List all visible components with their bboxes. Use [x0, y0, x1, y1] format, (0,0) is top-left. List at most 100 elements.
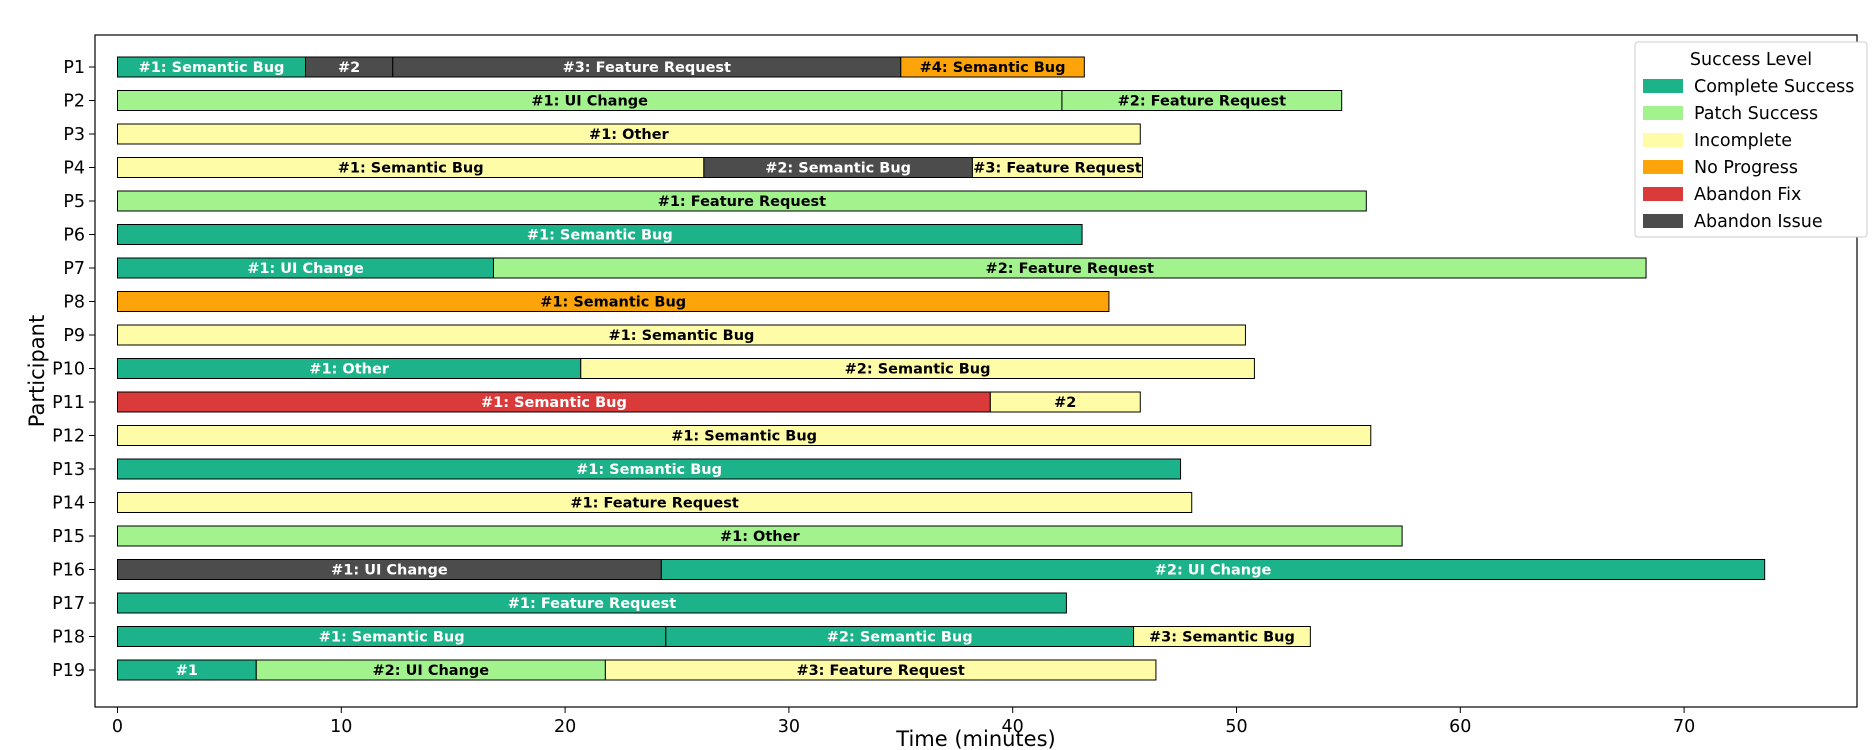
bar-label: #2: Semantic Bug [827, 630, 973, 646]
legend-box [1634, 41, 1868, 238]
bar-label: #1: Semantic Bug [527, 228, 673, 244]
bar-label: #1: Semantic Bug [671, 429, 817, 445]
bar-label: #2 [338, 60, 360, 76]
bar-segment [117, 123, 1141, 145]
bar-segment [117, 324, 1246, 346]
x-tick-label: 0 [112, 717, 123, 737]
bar-label: #2: UI Change [1155, 563, 1272, 579]
legend-entry-label: Abandon Issue [1694, 212, 1823, 232]
bar-segment [1061, 90, 1343, 111]
y-axis-title: Participant [25, 315, 49, 427]
legend-swatch [1643, 133, 1683, 147]
legend-entry-label: Abandon Fix [1694, 185, 1801, 205]
y-tick-label: P7 [63, 259, 85, 279]
bar-label: #1: Other [589, 127, 670, 143]
y-tick-label: P8 [63, 293, 85, 313]
legend: Success Level Complete Success Patch Succ… [1634, 41, 1868, 238]
y-tick-label: P13 [52, 460, 85, 480]
bar-segment [117, 425, 1372, 446]
bar-segment [1133, 626, 1311, 647]
y-tick-label: P19 [52, 661, 85, 681]
bar-segment [117, 525, 1403, 547]
bar-label: #3: Feature Request [796, 663, 964, 679]
bar-label: #3: Feature Request [563, 60, 731, 76]
bar-segment [117, 291, 1110, 312]
y-axis: P1 P2 P3 P4 P5 P6 P7 P8 P9 P10 P11 P12 P13 P14 P15 P16 P… [52, 58, 95, 681]
x-tick-label: 50 [1225, 717, 1247, 737]
bar-label: #4: Semantic Bug [920, 60, 1066, 76]
bar-segment [117, 492, 1193, 513]
x-tick-label: 20 [554, 717, 576, 737]
x-axis: 0 10 20 30 40 50 60 70 [112, 707, 1695, 737]
bar-label: #2 [1054, 395, 1076, 411]
y-tick-label: P16 [52, 561, 85, 581]
bar-label: #3: Feature Request [973, 161, 1141, 177]
x-tick-label: 30 [778, 717, 800, 737]
bar-label: #2: Feature Request [1118, 94, 1286, 110]
legend-entry-label: Incomplete [1694, 131, 1792, 151]
bar-label: #3: Semantic Bug [1149, 630, 1295, 646]
y-tick-label: P14 [52, 494, 85, 514]
bar-segment [604, 659, 1157, 681]
y-tick-label: P5 [63, 192, 85, 212]
bar-label: #1: Feature Request [658, 194, 826, 210]
bar-label: #1: Feature Request [508, 596, 676, 612]
bar-segment [660, 559, 1766, 580]
legend-entry-label: No Progress [1694, 158, 1798, 178]
bar-label: #1: UI Change [331, 563, 448, 579]
x-tick-label: 40 [1002, 717, 1024, 737]
bar-label: #2: UI Change [373, 663, 490, 679]
y-tick-label: P9 [63, 326, 85, 346]
bar-segment [989, 391, 1141, 413]
bar-segment [117, 458, 1182, 480]
y-tick-label: P6 [63, 226, 85, 246]
bar-label: #1 [176, 663, 198, 679]
bar-label: #1: Semantic Bug [139, 60, 285, 76]
y-tick-label: P4 [63, 159, 85, 179]
legend-swatch [1643, 160, 1683, 174]
bar-label: #1: Semantic Bug [540, 295, 686, 311]
legend-title: Success Level [1690, 50, 1812, 70]
y-tick-label: P10 [52, 360, 85, 380]
bar-label: #2: Semantic Bug [765, 161, 911, 177]
bar-segment [900, 56, 1085, 78]
x-tick-label: 10 [330, 717, 352, 737]
y-tick-label: P1 [63, 58, 85, 78]
bar-label: #1: Other [309, 362, 390, 378]
x-tick-label: 70 [1673, 717, 1695, 737]
y-tick-label: P11 [52, 393, 85, 413]
bar-label: #1: Other [720, 529, 801, 545]
legend-swatch [1643, 79, 1683, 93]
bar-label: #1: UI Change [531, 94, 648, 110]
bar-label: #1: UI Change [247, 261, 364, 277]
bar-label: #1: Semantic Bug [338, 161, 484, 177]
bar-label: #1: Semantic Bug [576, 462, 722, 478]
bar-segment [117, 190, 1367, 212]
bar-label: #1: Semantic Bug [319, 630, 465, 646]
bar-label: #1: Feature Request [570, 496, 738, 512]
bar-segment [117, 224, 1083, 245]
y-tick-label: P18 [52, 628, 85, 648]
bar-label: #2: Feature Request [986, 261, 1154, 277]
bar-segment [971, 157, 1144, 178]
y-tick-label: P3 [63, 125, 85, 145]
legend-swatch [1643, 214, 1683, 228]
bar-segment [580, 358, 1255, 379]
y-tick-label: P2 [63, 92, 85, 112]
bar-segment [117, 592, 1067, 614]
legend-swatch [1643, 187, 1683, 201]
x-tick-label: 60 [1449, 717, 1471, 737]
y-tick-label: P15 [52, 527, 85, 547]
y-tick-label: P12 [52, 427, 85, 447]
x-axis-title: Time (minutes) [895, 727, 1055, 750]
legend-swatch [1643, 106, 1683, 120]
bar-label: #1: Semantic Bug [481, 395, 627, 411]
bar-label: #1: Semantic Bug [609, 328, 755, 344]
bars-group: #1: Semantic Bug #2 #3: Feature Request #4:… [117, 56, 1766, 681]
legend-entry-label: Patch Success [1694, 104, 1818, 124]
bar-segment [492, 257, 1647, 279]
bar-label: #2: Semantic Bug [845, 362, 991, 378]
legend-entry-label: Complete Success [1694, 77, 1854, 97]
y-tick-label: P17 [52, 594, 85, 614]
